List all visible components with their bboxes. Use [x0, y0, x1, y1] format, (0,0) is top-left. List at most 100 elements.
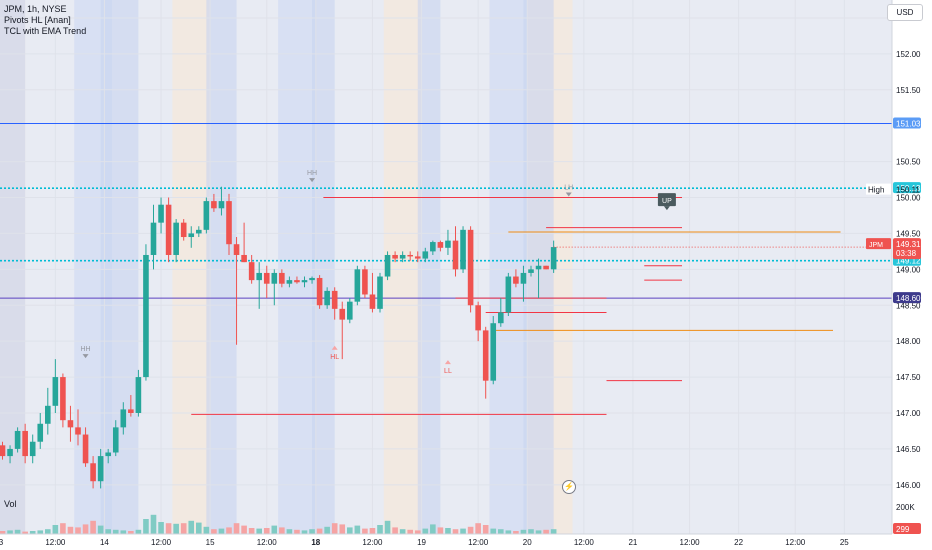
countdown: 03:38: [896, 249, 917, 258]
volume-bar: [535, 530, 542, 534]
time-tick: 12:00: [785, 538, 806, 547]
lightning-icon[interactable]: ⚡: [562, 480, 576, 494]
time-tick: 15: [206, 538, 215, 547]
volume-bar: [550, 529, 557, 534]
volume-bar: [135, 529, 142, 534]
signal-badge-label: UP: [662, 198, 672, 205]
volume-current: 299: [896, 525, 910, 534]
candle-body: [384, 254, 391, 277]
candle-body: [392, 254, 398, 259]
candle-body: [14, 430, 21, 449]
candle-body: [203, 201, 210, 230]
price-tick: 146.50: [896, 445, 921, 454]
candle-body: [550, 247, 557, 270]
volume-bar: [105, 529, 111, 534]
candle-body: [535, 265, 542, 270]
volume-bar: [347, 527, 353, 534]
time-tick: 12:00: [151, 538, 172, 547]
time-tick: 18: [311, 538, 320, 547]
pivot-arrow: [309, 178, 316, 183]
price-tick: 146.00: [896, 481, 921, 490]
candle-body: [286, 280, 293, 284]
symbol-tag: JPM: [869, 242, 883, 249]
candle-body: [158, 204, 164, 223]
candle-body: [528, 269, 534, 273]
volume-bar: [498, 529, 504, 534]
candle-body: [422, 251, 429, 259]
volume-bar: [445, 528, 451, 534]
candle-body: [520, 272, 527, 284]
candle-body: [331, 290, 338, 309]
candle-body: [143, 254, 149, 378]
pivot-arrow: [331, 345, 338, 350]
candle-body: [301, 280, 308, 283]
indicator-tcl[interactable]: TCL with EMA Trend: [4, 26, 87, 36]
currency-button[interactable]: USD: [887, 4, 923, 21]
price-tick: 147.50: [896, 373, 921, 382]
candle-body: [241, 254, 247, 263]
level-price-tag-bg: [893, 182, 921, 194]
candle-body: [498, 312, 504, 324]
candle-body: [369, 294, 376, 309]
candle-body: [7, 448, 13, 457]
session-shade: [489, 0, 528, 534]
level-price-tag-bg: [893, 292, 921, 304]
volume-bar: [414, 530, 421, 534]
volume-bar: [309, 529, 315, 534]
volume-bar: [331, 523, 338, 534]
candle-body: [120, 409, 127, 428]
volume-bar: [75, 527, 81, 534]
indicator-pivots[interactable]: Pivots HL [Anan]: [4, 15, 71, 25]
volume-bar: [180, 523, 187, 534]
session-shade-blue: [417, 0, 441, 534]
candle-body: [407, 254, 413, 257]
candle-body: [271, 272, 278, 284]
candle-body: [475, 305, 481, 331]
time-axis: [0, 534, 892, 550]
candle-body: [105, 452, 111, 457]
candle-body: [45, 405, 51, 424]
symbol-line[interactable]: JPM, 1h, NYSE: [4, 4, 67, 14]
candle-body: [543, 265, 549, 270]
candle-body: [29, 441, 36, 457]
volume-label[interactable]: Vol: [4, 499, 17, 509]
session-shade: [172, 0, 211, 534]
session-shade-blue: [206, 0, 237, 534]
candle-body: [180, 222, 187, 238]
time-tick: 22: [734, 538, 743, 547]
candle-body: [316, 277, 323, 306]
level-price-tag: 148.60: [896, 294, 921, 303]
volume-bar: [422, 528, 429, 534]
volume-bar: [173, 523, 179, 534]
candle-body: [452, 240, 459, 270]
volume-bar: [505, 530, 512, 534]
price-axis: [892, 0, 932, 550]
volume-bar: [475, 523, 481, 534]
time-tick: 12:00: [468, 538, 489, 547]
volume-bar: [513, 531, 519, 534]
volume-bar: [67, 526, 74, 534]
candle-body: [211, 201, 217, 209]
level-price-tag: 151.03: [896, 120, 921, 129]
volume-bar: [233, 523, 240, 534]
price-tick: 150.50: [896, 158, 921, 167]
candle-body: [37, 423, 44, 442]
candle-body: [445, 240, 451, 248]
volume-bar: [60, 523, 66, 534]
pivot-arrow: [444, 360, 451, 365]
candle-body: [513, 276, 519, 284]
volume-bar: [392, 527, 398, 534]
volume-bar: [520, 529, 527, 534]
candle-body: [279, 272, 285, 284]
candle-body: [354, 269, 361, 302]
volume-bar: [203, 526, 210, 534]
volume-bar: [14, 529, 21, 534]
volume-bar: [286, 529, 293, 534]
volume-bar: [452, 529, 459, 534]
current-price-bg: [893, 238, 921, 260]
time-tick: 12:00: [680, 538, 701, 547]
volume-bar: [150, 514, 157, 534]
volume-bar: [437, 527, 444, 534]
time-tick: 20: [523, 538, 532, 547]
